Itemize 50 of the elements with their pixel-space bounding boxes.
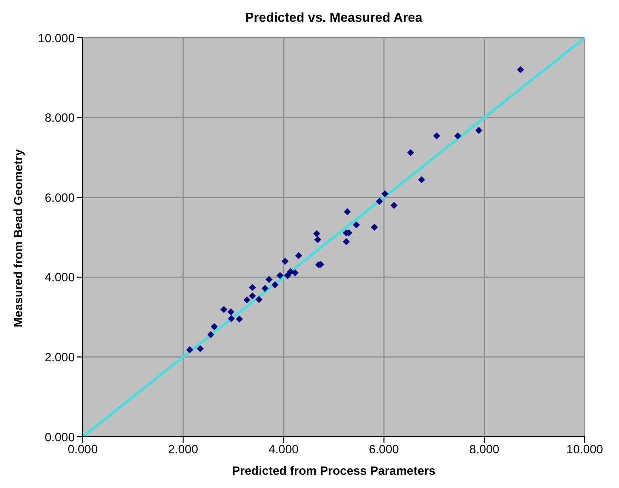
y-tick-label: 10.000 — [38, 31, 76, 46]
point — [262, 285, 269, 292]
point — [295, 252, 302, 260]
point — [344, 208, 352, 216]
point — [256, 296, 263, 304]
x-tick-label: 8.000 — [470, 442, 500, 457]
point — [433, 132, 440, 140]
point — [228, 315, 236, 322]
y-tick-label: 6.000 — [44, 190, 76, 205]
point — [244, 296, 251, 304]
x-tick-label: 2.000 — [168, 442, 199, 457]
point — [196, 345, 204, 352]
x-tick-label: 0.000 — [68, 442, 98, 457]
y-tick-label: 0.000 — [44, 430, 76, 444]
y-tick-label: 2.000 — [44, 350, 76, 364]
point — [220, 306, 228, 314]
point — [249, 284, 256, 292]
x-tick-label: 10.000 — [566, 442, 604, 457]
point — [454, 132, 462, 140]
y-tick-label: 8.000 — [44, 111, 76, 126]
point — [228, 308, 235, 316]
point — [208, 331, 215, 338]
point — [313, 230, 320, 238]
point — [353, 222, 360, 229]
y-axis-title: Measured from Bead Geometry — [11, 149, 26, 328]
point — [418, 176, 426, 184]
point — [376, 198, 384, 206]
x-tick-label: 4.000 — [268, 442, 300, 457]
point — [517, 66, 524, 74]
point — [314, 236, 322, 244]
point — [236, 316, 244, 323]
point — [407, 149, 414, 156]
x-axis-title: Predicted from Process Parameters — [232, 464, 436, 478]
x-tick-label: 6.000 — [369, 442, 400, 457]
point — [211, 323, 218, 330]
point — [476, 127, 483, 134]
point — [371, 224, 378, 232]
point — [390, 202, 398, 210]
point — [292, 270, 299, 277]
point — [382, 190, 389, 198]
point — [282, 258, 289, 265]
point — [272, 281, 279, 288]
point — [266, 276, 273, 284]
point — [276, 272, 284, 280]
point — [249, 292, 256, 300]
point — [284, 272, 292, 280]
point — [343, 238, 350, 246]
chart-title: Predicted vs. Measured Area — [244, 10, 424, 25]
point — [186, 346, 194, 354]
y-tick-label: 4.000 — [44, 270, 76, 285]
